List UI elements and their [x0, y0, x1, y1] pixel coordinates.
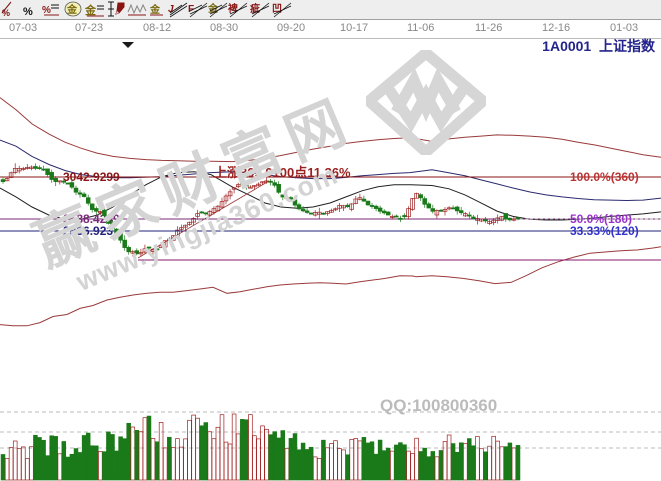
svg-text:%: % — [42, 5, 51, 16]
svg-text:%: % — [23, 6, 33, 18]
svg-text:金: 金 — [149, 3, 161, 16]
svg-text:裨: 裨 — [228, 2, 238, 15]
svg-text:33.33%(120): 33.33%(120) — [570, 224, 639, 238]
svg-text:金: 金 — [66, 3, 78, 16]
svg-text:%: % — [2, 8, 10, 18]
svg-text:凹: 凹 — [272, 3, 282, 15]
svg-text:金: 金 — [84, 3, 97, 17]
svg-text:金: 金 — [207, 2, 219, 15]
svg-text:100.0%(360): 100.0%(360) — [570, 170, 639, 184]
svg-text:J: J — [168, 4, 174, 15]
svg-text:疵: 疵 — [250, 2, 260, 15]
